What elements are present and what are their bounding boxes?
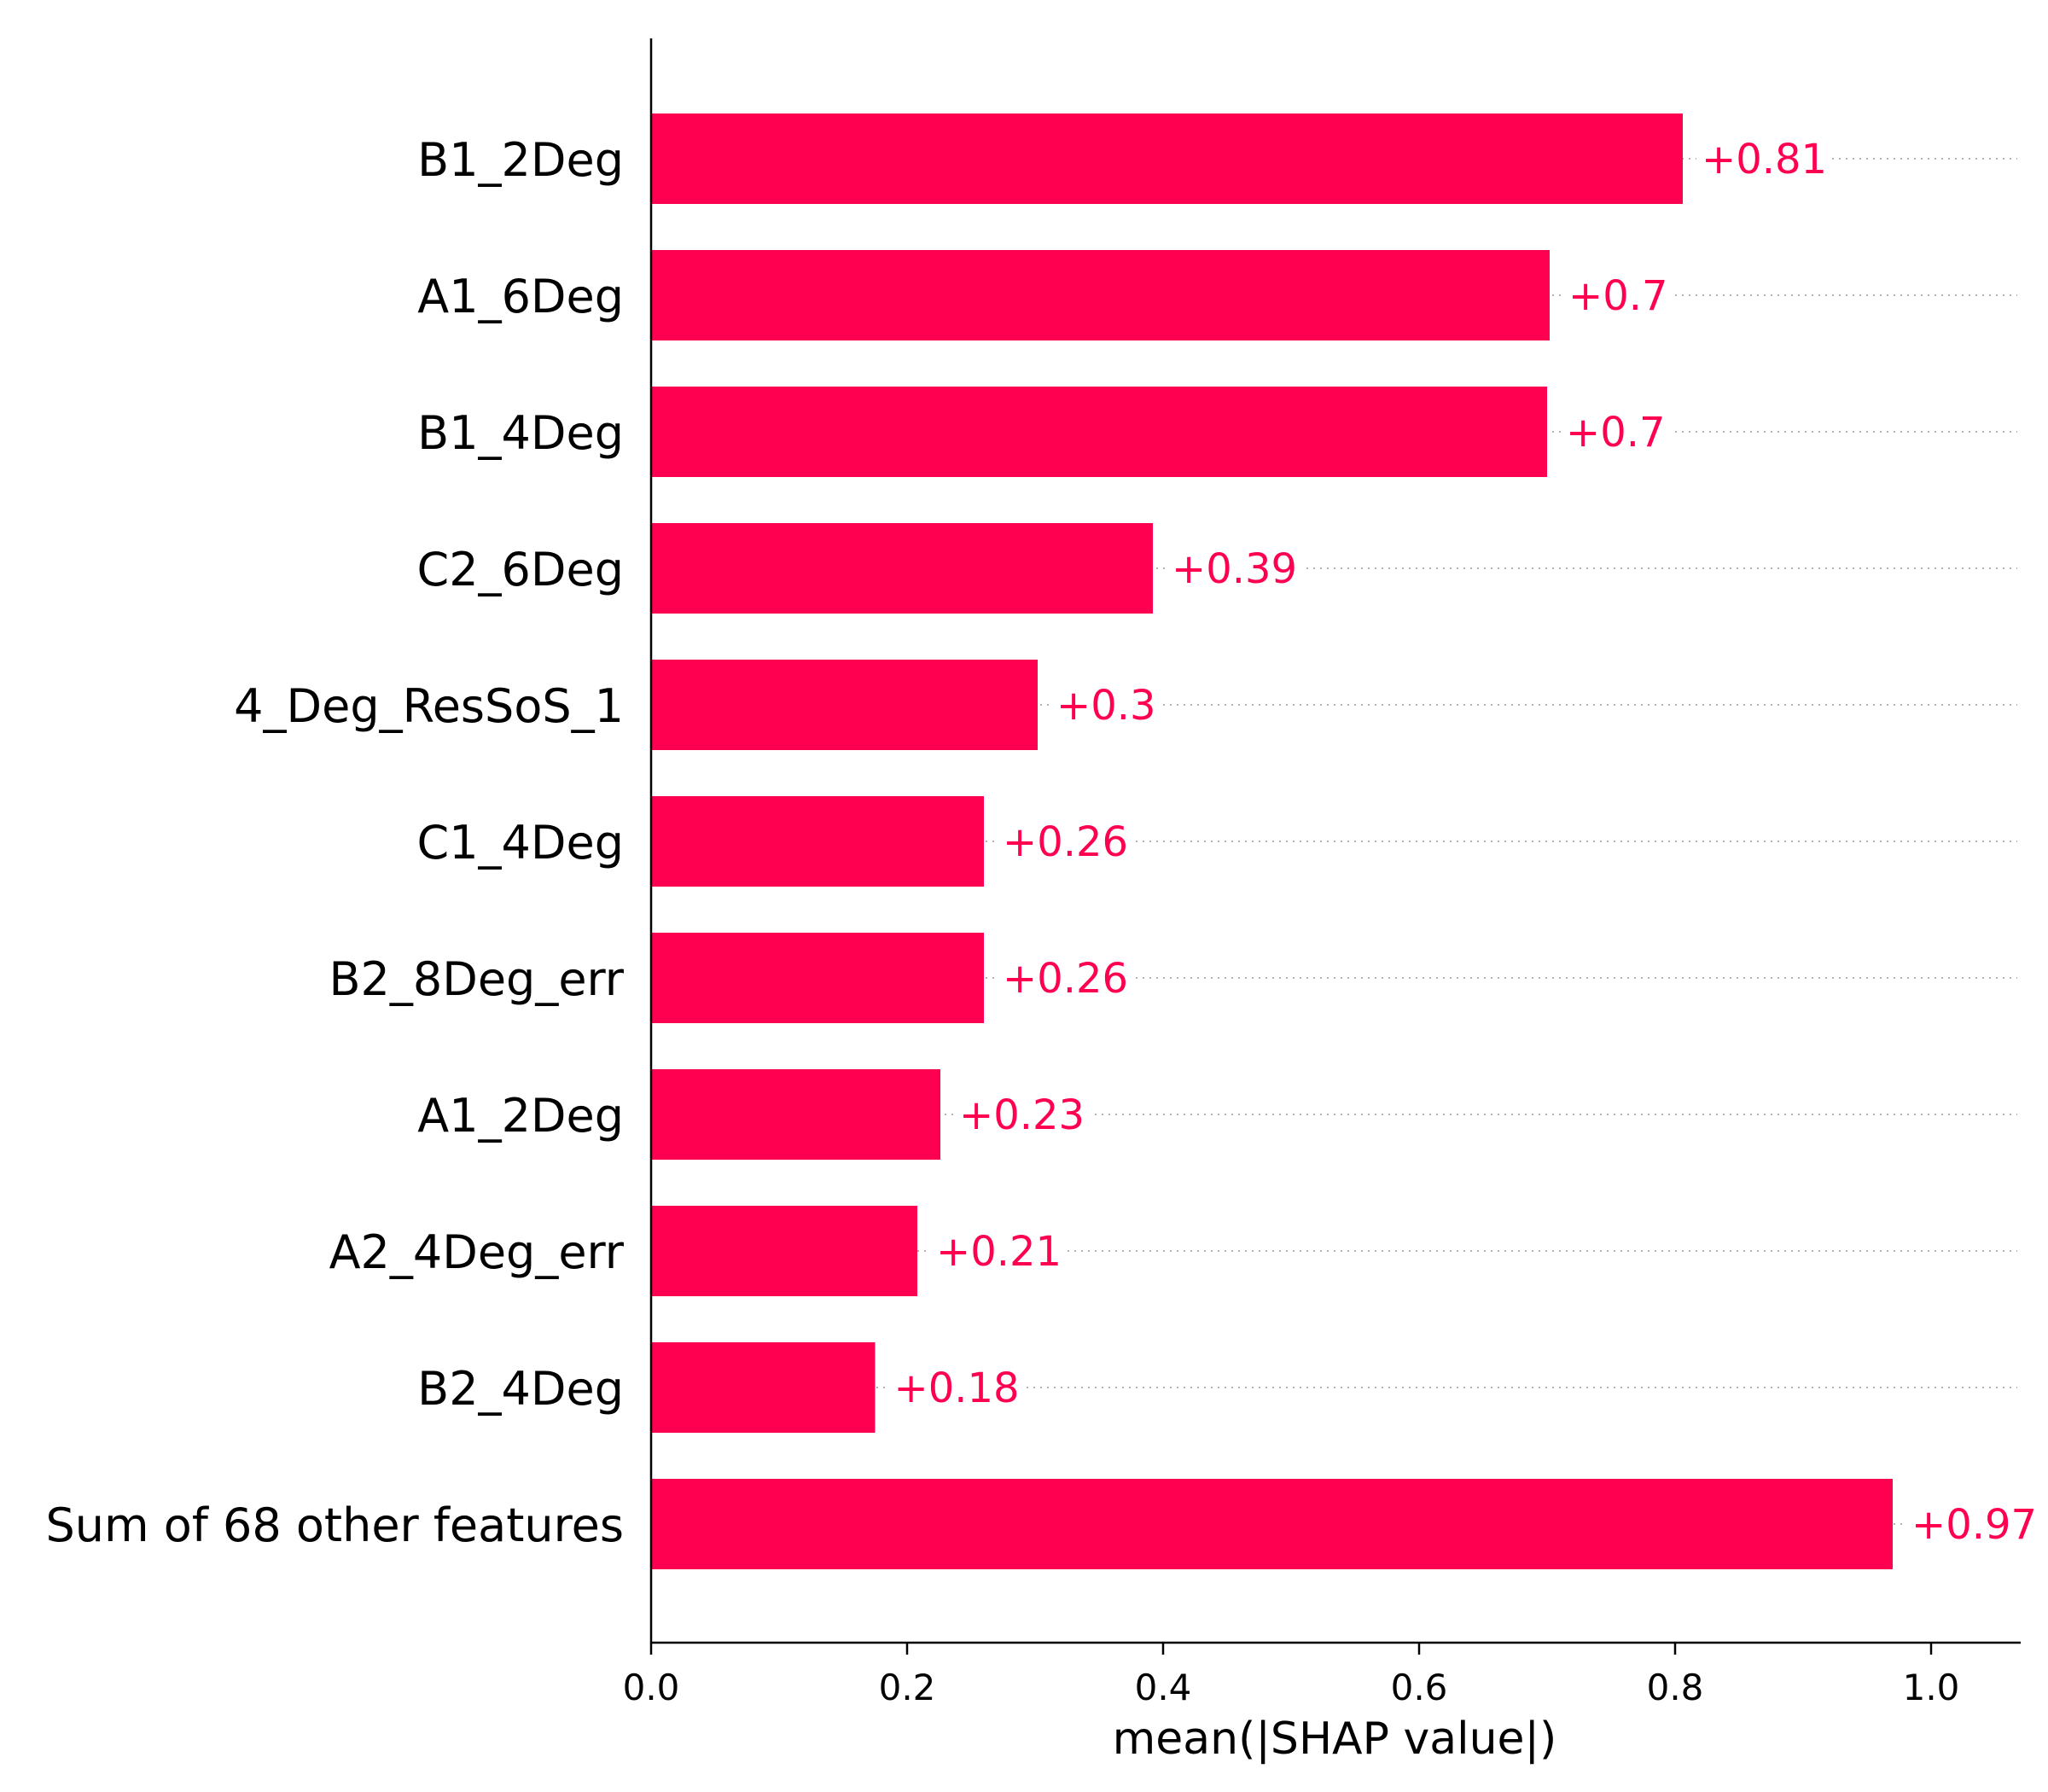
feature-label: A1_2Deg	[417, 1089, 624, 1143]
bar	[651, 1342, 876, 1433]
feature-label: A1_6Deg	[417, 270, 624, 323]
value-label-background	[1051, 680, 1161, 731]
value-label: +0.21	[936, 1228, 1062, 1276]
value-label-background	[931, 1226, 1068, 1277]
x-axis-label: mean(|SHAP value|)	[1113, 1713, 1557, 1765]
value-label-background	[888, 1363, 1025, 1414]
value-label: +0.18	[894, 1364, 1020, 1412]
value-label: +0.7	[1568, 272, 1668, 320]
value-label-background	[1906, 1499, 2043, 1551]
feature-label: B2_4Deg	[417, 1362, 624, 1416]
bar	[651, 1069, 940, 1160]
value-label-background	[1167, 544, 1303, 595]
value-label: +0.3	[1056, 682, 1156, 730]
value-label: +0.23	[959, 1091, 1085, 1139]
feature-label: A2_4Deg_err	[329, 1225, 625, 1279]
value-label-background	[1561, 407, 1671, 458]
feature-label: C1_4Deg	[417, 816, 625, 870]
x-tick-label: 0.8	[1647, 1667, 1704, 1708]
bar	[651, 1206, 917, 1296]
bar	[651, 523, 1153, 614]
bar	[651, 250, 1550, 340]
x-tick-label: 0.0	[623, 1667, 680, 1708]
feature-label: B2_8Deg_err	[329, 952, 624, 1006]
feature-label: C2_6Deg	[417, 543, 625, 596]
value-label-background	[1696, 134, 1833, 185]
bars-layer	[651, 113, 1893, 1569]
bar	[651, 660, 1038, 750]
value-label: +0.39	[1172, 545, 1297, 593]
x-tick-label: 0.4	[1135, 1667, 1192, 1708]
feature-label: B1_2Deg	[417, 133, 624, 187]
value-label: +0.97	[1911, 1501, 2037, 1549]
value-label: +0.26	[1003, 955, 1128, 1003]
value-label-background	[998, 817, 1134, 868]
value-label: +0.7	[1566, 409, 1666, 457]
x-tick-label: 0.2	[879, 1667, 936, 1708]
axes-layer: 0.0 0.2 0.4 0.6 0.8 1.0	[623, 38, 2021, 1708]
bar	[651, 113, 1683, 204]
value-label-background	[1563, 271, 1673, 322]
bar	[651, 1479, 1893, 1569]
value-label-background	[998, 953, 1134, 1004]
value-label: +0.26	[1003, 818, 1128, 866]
bar	[651, 796, 984, 887]
feature-label: B1_4Deg	[417, 406, 624, 460]
value-label-background	[954, 1090, 1091, 1141]
value-label: +0.81	[1702, 136, 1827, 183]
x-tick-label: 0.6	[1391, 1667, 1448, 1708]
feature-label: Sum of 68 other features	[46, 1498, 624, 1552]
value-labels-layer: +0.81 +0.7 +0.7 +0.39 +0.3 +0.26 +0.26 +0.23 +0.…	[888, 134, 2043, 1551]
x-tick-label: 1.0	[1903, 1667, 1960, 1708]
bar	[651, 387, 1547, 477]
feature-labels-layer: B1_2Deg A1_6Deg B1_4Deg C2_6Deg 4_Deg_ResSoS…	[46, 133, 625, 1552]
feature-label: 4_Deg_ResSoS_1	[234, 679, 624, 733]
bar	[651, 933, 984, 1023]
